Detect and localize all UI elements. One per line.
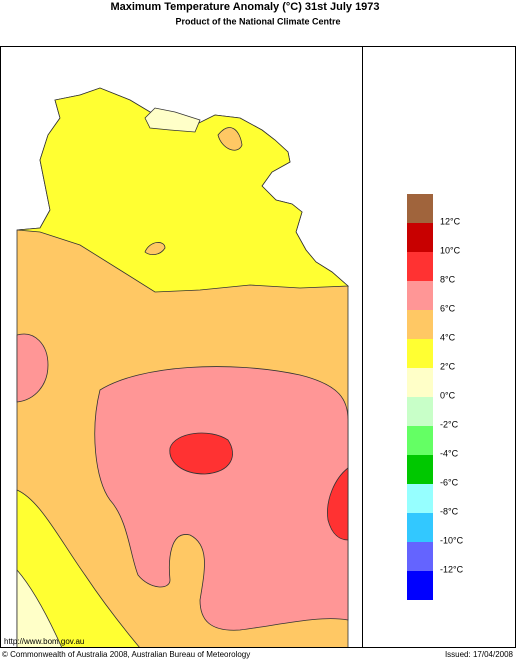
legend-label: -6°C (440, 477, 459, 487)
legend-swatch (407, 281, 433, 310)
issued: Issued: 17/04/2008 (445, 650, 514, 659)
legend: 12°C 10°C 8°C 6°C 4°C 2°C 0°C -2°C -4°C -6°C -8°C -… (407, 194, 464, 600)
legend-swatch (407, 426, 433, 455)
region-8-10 (169, 432, 233, 475)
legend-label: 12°C (440, 216, 461, 226)
legend-swatch (407, 542, 433, 571)
legend-label: 10°C (440, 245, 461, 255)
legend-swatch (407, 513, 433, 542)
legend-swatch (407, 339, 433, 368)
legend-label: 0°C (440, 390, 456, 400)
island (144, 107, 201, 133)
legend-swatch (407, 571, 433, 600)
legend-label: 2°C (440, 361, 456, 371)
legend-label: -2°C (440, 419, 459, 429)
legend-swatch (407, 368, 433, 397)
legend-label: 4°C (440, 332, 456, 342)
legend-label: -10°C (440, 535, 464, 545)
legend-label: -8°C (440, 506, 459, 516)
legend-swatch (407, 223, 433, 252)
legend-swatch (407, 397, 433, 426)
title: Maximum Temperature Anomaly (°C) 31st Ju… (110, 1, 379, 13)
legend-swatch (407, 484, 433, 513)
legend-swatch (407, 310, 433, 339)
region-2-4 (16, 87, 350, 293)
region-4-6 (144, 242, 166, 256)
legend-swatch (407, 194, 433, 223)
legend-swatch (407, 252, 433, 281)
copyright: © Commonwealth of Australia 2008, Austra… (2, 650, 250, 659)
legend-label: 6°C (440, 303, 456, 313)
legend-label: -4°C (440, 448, 459, 458)
region-6-8 (16, 333, 49, 403)
legend-label: 8°C (440, 274, 456, 284)
legend-label: -12°C (440, 564, 464, 574)
region-6-8 (94, 366, 349, 631)
url: http://www.bom.gov.au (4, 637, 84, 646)
legend-frame (362, 46, 516, 648)
legend-swatch (407, 455, 433, 484)
map (16, 87, 350, 648)
subtitle: Product of the National Climate Centre (175, 16, 340, 26)
region-2-4 (16, 489, 141, 648)
region-8-10 (327, 467, 349, 541)
region-4-6 (217, 127, 243, 151)
